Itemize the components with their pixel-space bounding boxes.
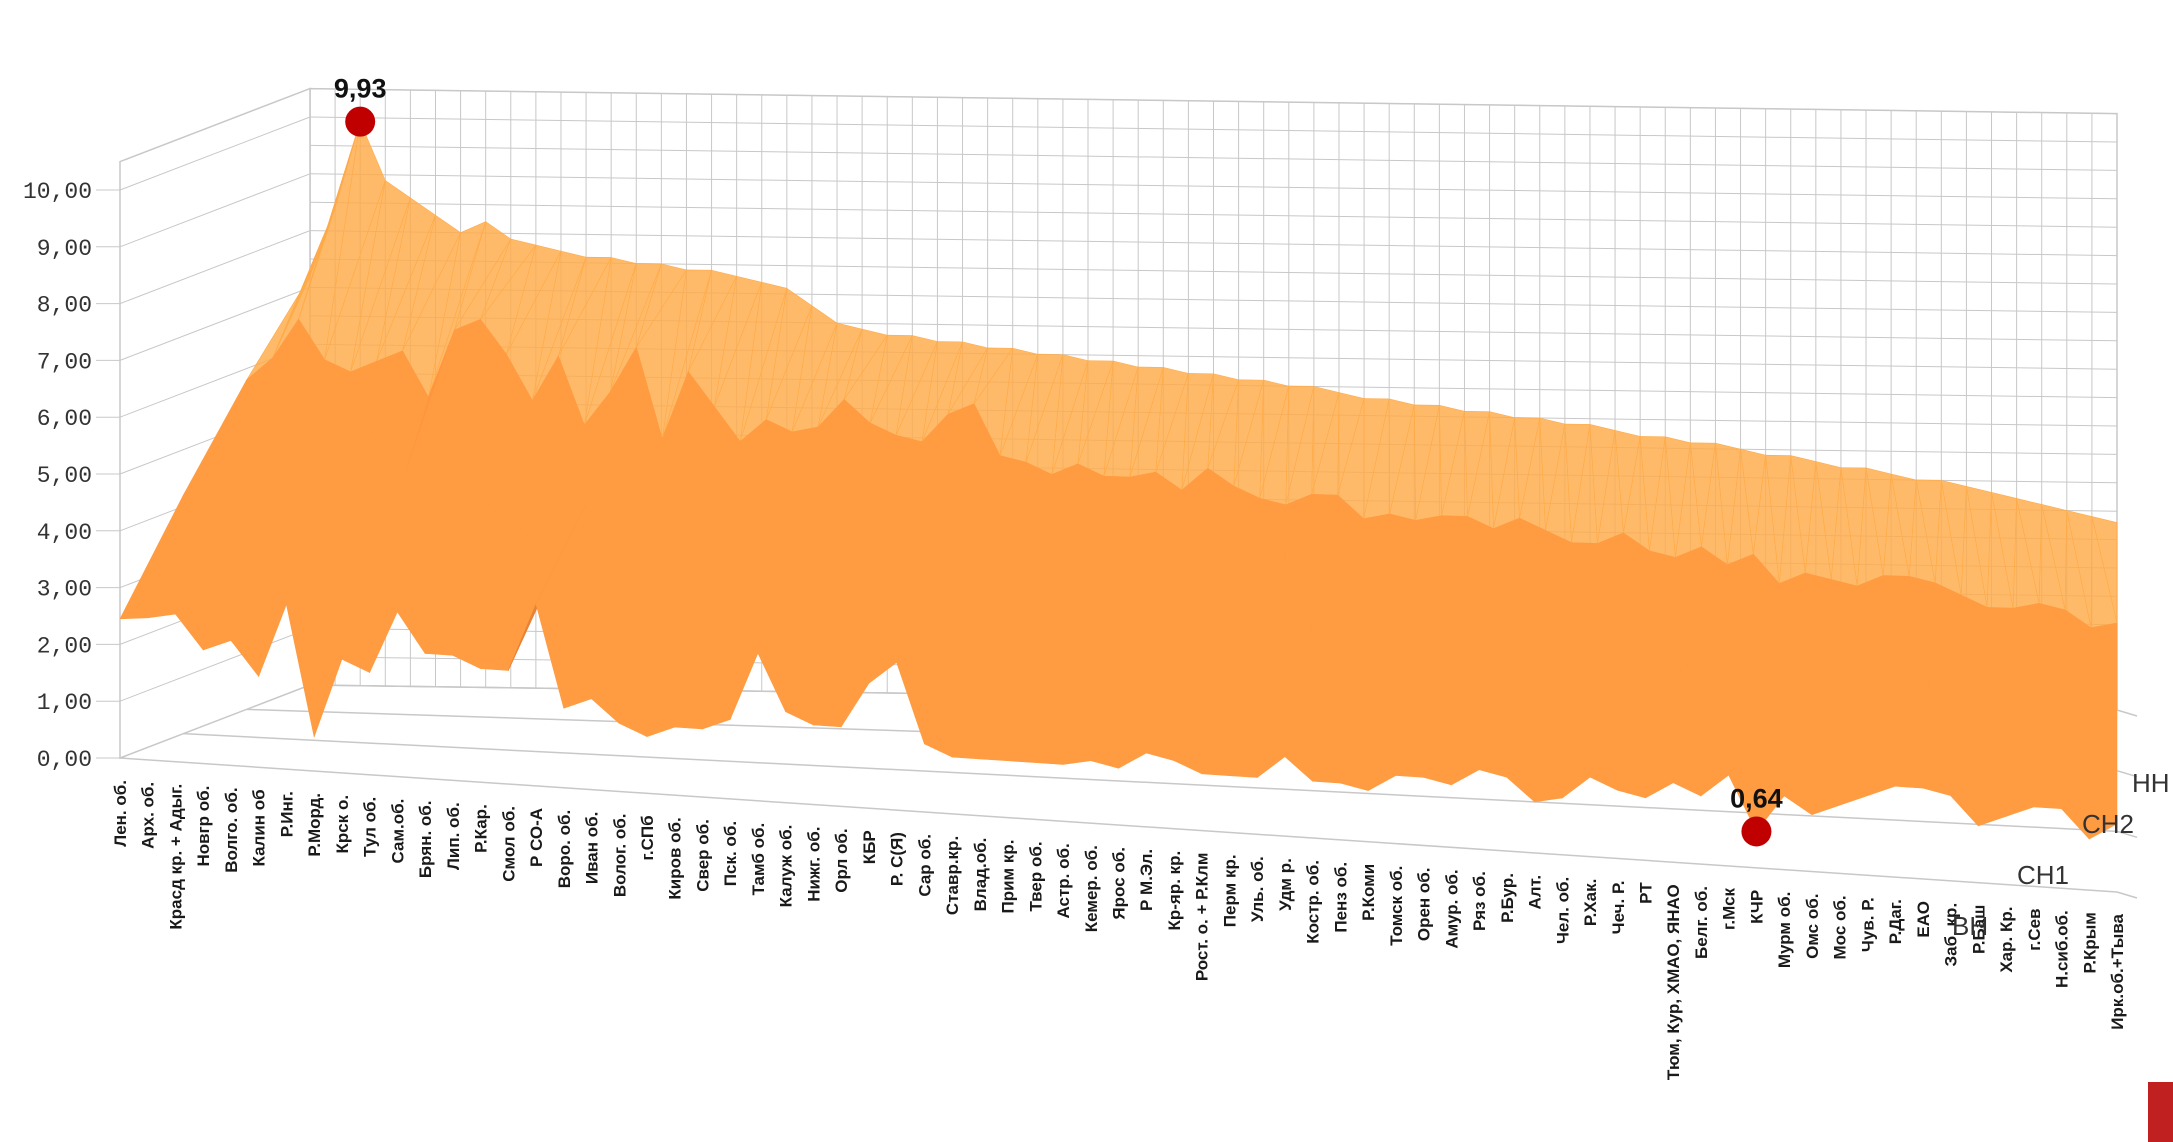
x-tick-label: Тамб об. <box>749 823 768 896</box>
x-tick-label: Сар об. <box>915 834 934 897</box>
x-tick-label: Р.Баш <box>1969 905 1988 954</box>
x-tick-label: Удм р. <box>1276 858 1295 911</box>
x-tick-label: Тул об. <box>361 797 380 857</box>
x-tick-label: Иван об. <box>583 812 602 885</box>
y-tick-label: 2,00 <box>37 633 92 659</box>
x-tick-label: Белг. об. <box>1692 886 1711 959</box>
x-tick-label: Мос об. <box>1831 895 1850 959</box>
x-tick-label: Тюм, Кур, ХМАО, ЯНАО <box>1664 884 1683 1080</box>
y-tick-label: 6,00 <box>37 406 92 432</box>
x-tick-label: г.СПб <box>638 815 657 860</box>
x-tick-label: Омс об. <box>1803 894 1822 959</box>
x-tick-label: Ставр.кр. <box>943 836 962 915</box>
series-label: НН <box>2132 768 2170 798</box>
x-tick-label: Уль. об. <box>1248 856 1267 922</box>
x-tick-label: Брян. об. <box>416 800 435 878</box>
x-tick-label: г.Сев <box>2025 908 2044 950</box>
x-tick-label: Ярос об. <box>1110 847 1129 920</box>
x-tick-label: Орен об. <box>1415 867 1434 941</box>
x-tick-label: Костр. об. <box>1304 860 1323 944</box>
category-axis: Лен. об. Арх. об. Красд кр. + Адыг. Новгр о… <box>111 780 2127 1080</box>
series-label: СН1 <box>2017 860 2069 890</box>
y-tick-label: 9,00 <box>37 236 92 262</box>
x-tick-label: Киров об. <box>666 817 685 899</box>
series-label: СН2 <box>2082 809 2134 839</box>
series-label: ВН <box>1952 911 1988 941</box>
y-tick-label: 0,00 <box>37 747 92 773</box>
y-tick-label: 1,00 <box>37 690 92 716</box>
x-tick-label: Калин об <box>250 789 269 866</box>
x-tick-label: Крск о. <box>333 795 352 854</box>
x-tick-label: Чел. об. <box>1553 877 1572 944</box>
x-tick-label: Арх. об. <box>139 782 158 849</box>
x-tick-label: Астр. об. <box>1054 843 1073 918</box>
x-tick-label: Заб. кр. <box>1942 903 1961 967</box>
x-tick-label: Р.Бур. <box>1498 873 1517 923</box>
y-tick-label: 7,00 <box>37 349 92 375</box>
series-axis: ВН СН1 СН2 НН <box>1952 709 2170 941</box>
x-tick-label: Р.Кар. <box>472 804 491 853</box>
x-tick-label: Р.Хак. <box>1581 879 1600 927</box>
x-tick-label: г.Мск <box>1720 887 1739 929</box>
annotation-label: 0,64 <box>1730 783 1783 813</box>
x-tick-label: Алт. <box>1526 875 1545 910</box>
x-tick-label: Кр-яр. кр. <box>1165 851 1184 931</box>
y-tick-label: 10,00 <box>23 179 92 205</box>
x-tick-label: Р.Крым <box>2080 912 2099 973</box>
x-tick-label: КБР <box>860 830 879 864</box>
x-tick-label: Твер об. <box>1026 841 1045 911</box>
y-tick-label: 4,00 <box>37 520 92 546</box>
x-tick-label: Пск. об. <box>721 821 740 886</box>
x-tick-label: ЕАО <box>1914 901 1933 938</box>
x-tick-label: Ряз об. <box>1470 871 1489 931</box>
x-tick-label: Р.Даг. <box>1886 899 1905 944</box>
x-tick-label: Смол об. <box>499 806 518 882</box>
x-tick-label: Пенз об. <box>1331 862 1350 933</box>
x-tick-label: Р СО-А <box>527 808 546 867</box>
x-tick-label: Лен. об. <box>111 780 130 847</box>
x-tick-label: Красд кр. + Адыг. <box>166 784 185 930</box>
corner-badge <box>2148 1082 2173 1142</box>
x-tick-label: Свер об. <box>693 819 712 892</box>
x-tick-label: Лип. об. <box>444 802 463 870</box>
x-tick-label: Влад.об. <box>971 838 990 912</box>
x-tick-label: Кемер. об. <box>1082 845 1101 932</box>
x-tick-label: Калуж об. <box>777 825 796 908</box>
x-tick-label: Сам.об. <box>388 799 407 864</box>
x-tick-label: КЧР <box>1747 890 1766 924</box>
x-tick-label: Р. С(Я) <box>888 832 907 886</box>
x-tick-label: РТ <box>1636 882 1655 904</box>
x-tick-label: Р М.Эл. <box>1137 849 1156 911</box>
x-tick-label: Прим кр. <box>999 840 1018 914</box>
x-tick-label: Мурм об. <box>1775 892 1794 968</box>
annotation-label: 9,93 <box>334 74 387 104</box>
x-tick-label: Р.Коми <box>1359 864 1378 921</box>
y-tick-label: 5,00 <box>37 463 92 489</box>
x-tick-label: Н.сиб.об. <box>2053 910 2072 988</box>
x-tick-label: Томск об. <box>1387 866 1406 946</box>
x-tick-label: Волго. об. <box>222 787 241 872</box>
x-tick-label: Чув. Р. <box>1858 897 1877 952</box>
value-axis: 0,00 1,00 2,00 3,00 4,00 5,00 6,00 7,00 8,00 9,00… <box>23 179 120 773</box>
y-tick-label: 3,00 <box>37 577 92 603</box>
x-tick-label: Нижг. об. <box>804 827 823 902</box>
x-tick-label: Хар. Кр. <box>1997 907 2016 973</box>
x-tick-label: Рост. о. + Р.Клм <box>1193 853 1212 982</box>
annotations: 9,93 0,64 <box>334 74 1783 847</box>
x-tick-label: Воро. об. <box>555 810 574 888</box>
x-tick-label: Амур. об. <box>1442 869 1461 948</box>
annotation-marker <box>1741 816 1772 847</box>
x-tick-label: Перм кр. <box>1220 854 1239 927</box>
x-tick-label: Орл об. <box>832 828 851 892</box>
x-tick-label: Чеч. Р. <box>1609 881 1628 935</box>
y-tick-label: 8,00 <box>37 293 92 319</box>
x-tick-label: Волог. об. <box>610 814 629 898</box>
x-tick-label: Новгр об. <box>194 786 213 867</box>
x-tick-label: Р.Инг. <box>277 791 296 837</box>
x-tick-label: Ирк.об.+Тыва <box>2108 913 2127 1029</box>
annotation-marker <box>345 106 376 137</box>
surface-plot <box>119 121 2118 840</box>
x-tick-label: Р.Морд. <box>305 793 324 857</box>
